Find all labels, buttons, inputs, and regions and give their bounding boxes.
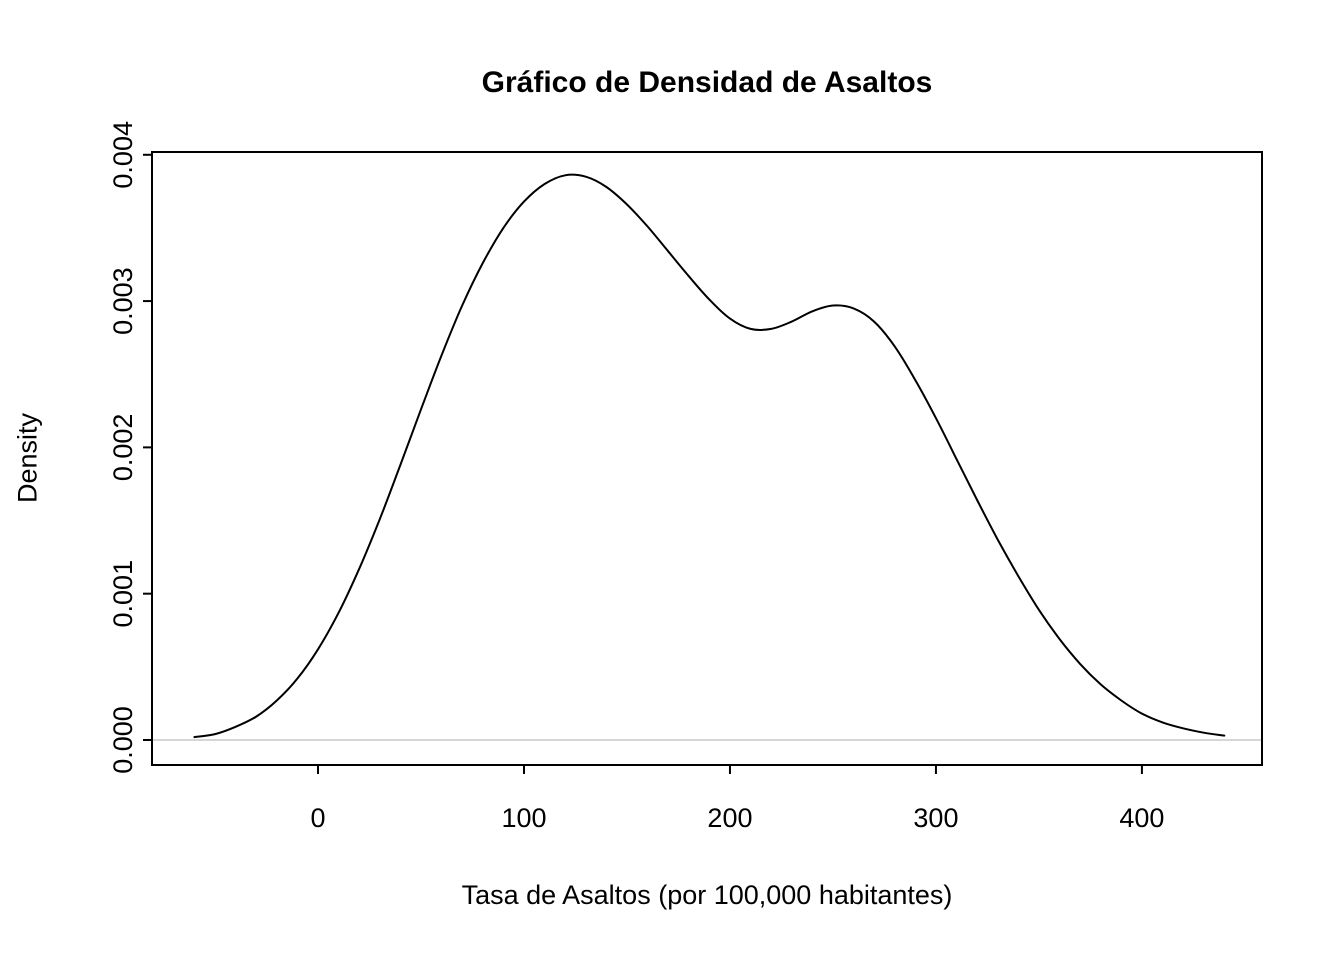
y-tick-label: 0.003	[108, 267, 138, 335]
x-tick-label: 400	[1119, 803, 1164, 833]
y-tick-label: 0.004	[108, 121, 138, 189]
y-tick-label: 0.000	[108, 706, 138, 774]
chart-title: Gráfico de Densidad de Asaltos	[481, 66, 933, 99]
y-tick-label: 0.001	[108, 560, 138, 628]
x-tick-label: 0	[311, 803, 326, 833]
density-curve	[193, 173, 1226, 739]
x-axis-title: Tasa de Asaltos (por 100,000 habitantes)	[461, 880, 953, 910]
x-tick-label: 200	[707, 803, 752, 833]
x-tick-label: 100	[501, 803, 546, 833]
x-tick-label: 300	[913, 803, 958, 833]
plot-box	[151, 151, 1263, 766]
y-axis-title: Density	[12, 412, 43, 504]
y-tick-label: 0.002	[108, 414, 138, 482]
